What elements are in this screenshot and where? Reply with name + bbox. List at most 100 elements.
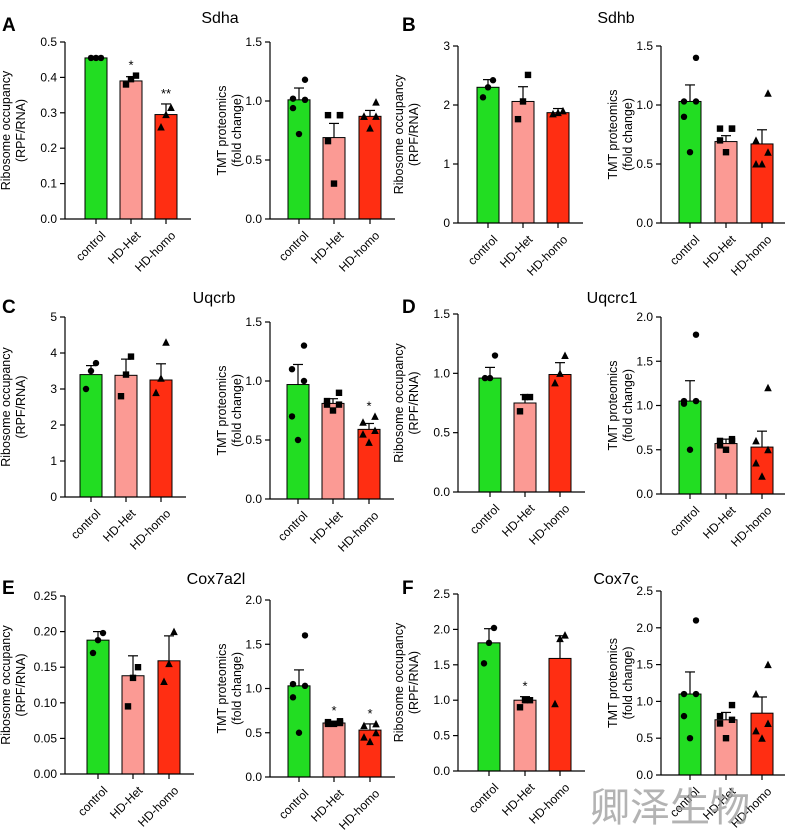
data-point-square xyxy=(716,442,724,449)
data-point-triangle xyxy=(160,677,168,685)
bar-hd-het xyxy=(513,402,537,493)
data-point-square xyxy=(323,401,331,408)
data-point-square xyxy=(716,137,724,144)
data-point-square xyxy=(519,98,527,105)
y-tick-label: 0.25 xyxy=(34,589,58,603)
category-label: control xyxy=(275,508,310,543)
data-point-triangle xyxy=(359,430,367,438)
y-tick-label: 0.15 xyxy=(34,660,58,674)
data-point-square xyxy=(122,81,130,88)
y-tick-label: 1.5 xyxy=(433,658,450,672)
y-tick-label: 0.00 xyxy=(34,767,58,781)
y-tick-label: 1 xyxy=(443,157,450,171)
data-point-square xyxy=(335,401,343,408)
data-point-triangle xyxy=(752,436,760,445)
data-point-triangle xyxy=(752,726,760,735)
y-tick-label: 0.0 xyxy=(636,768,653,782)
y-tick-label: 0.5 xyxy=(245,433,262,447)
y-tick-label: 1.5 xyxy=(433,307,450,321)
data-point-circle xyxy=(481,374,489,382)
data-point-circle xyxy=(87,367,95,375)
data-point-triangle xyxy=(372,728,380,737)
bar-hd-homo xyxy=(358,115,382,220)
bar-hd-homo xyxy=(548,374,572,493)
data-point-square xyxy=(335,389,343,396)
y-tick-label: 2 xyxy=(443,98,450,112)
bar-control xyxy=(79,374,103,498)
chart-sdha-ribosome: A Sdha***0.00.10.20.30.40.5controlHD-HetH… xyxy=(0,10,239,275)
data-point-triangle xyxy=(556,634,564,643)
y-tick-label: 1.5 xyxy=(636,658,653,672)
data-point-triangle xyxy=(764,445,772,454)
panel-letter: A xyxy=(2,15,16,36)
data-point-triangle xyxy=(170,627,178,636)
y-tick-label: 1.0 xyxy=(245,94,262,108)
y-axis-label: Ribosome occupancy xyxy=(0,625,13,745)
bar-hd-homo xyxy=(750,446,774,495)
data-point-triangle xyxy=(764,383,772,392)
data-point-square xyxy=(722,446,730,453)
y-tick-label: 3 xyxy=(443,39,450,53)
data-point-circle xyxy=(289,680,297,688)
data-point-circle xyxy=(289,694,297,701)
significance-label: * xyxy=(522,679,527,694)
y-axis-label: (fold change) xyxy=(230,374,244,447)
data-point-square xyxy=(521,393,529,401)
data-point-circle xyxy=(87,54,95,62)
y-tick-label: 1.0 xyxy=(636,694,653,708)
chart-uqcrb-ribosome: C Uqcrb012345controlHD-HetHD-homoRibosome… xyxy=(0,290,235,553)
data-point-square xyxy=(516,704,524,711)
bar-hd-homo xyxy=(149,379,173,498)
data-point-circle xyxy=(486,374,494,382)
y-axis-label: (RPF/RNA) xyxy=(407,651,421,714)
data-point-circle xyxy=(692,617,700,624)
data-point-triangle xyxy=(162,338,170,346)
y-tick-label: 1.5 xyxy=(636,39,653,53)
data-point-square xyxy=(521,697,529,704)
y-tick-label: 1.0 xyxy=(245,374,262,388)
data-point-triangle xyxy=(561,351,569,360)
data-point-triangle xyxy=(165,659,173,668)
y-tick-label: 5 xyxy=(50,310,57,324)
data-point-circle xyxy=(300,342,308,349)
data-point-circle xyxy=(686,735,694,742)
data-point-square xyxy=(526,393,534,401)
bar-hd-het xyxy=(714,719,738,776)
data-point-circle xyxy=(680,690,688,698)
y-tick-label: 0.0 xyxy=(433,485,450,499)
y-tick-label: 0.5 xyxy=(636,443,653,457)
data-point-square xyxy=(324,137,332,145)
data-point-triangle xyxy=(561,631,569,639)
data-point-circle xyxy=(300,377,308,385)
y-tick-label: 1.5 xyxy=(636,354,653,368)
data-point-triangle xyxy=(157,122,165,131)
chart-cox7a2l-ribosome: E Cox7a2l0.000.050.100.150.200.25controlH… xyxy=(0,571,245,830)
y-axis-label: (RPF/RNA) xyxy=(407,371,421,434)
data-point-triangle xyxy=(752,690,760,698)
data-point-square xyxy=(516,408,524,415)
bar-control xyxy=(84,57,108,220)
data-point-circle xyxy=(295,729,303,736)
data-point-circle xyxy=(686,149,694,156)
bar-hd-het xyxy=(121,675,145,775)
data-point-circle xyxy=(692,690,700,698)
data-point-circle xyxy=(294,436,302,444)
y-axis-label: TMT proteomics xyxy=(215,643,229,733)
data-point-square xyxy=(134,664,142,671)
y-axis-label: TMT proteomics xyxy=(215,365,229,455)
data-point-triangle xyxy=(752,459,760,467)
data-point-circle xyxy=(692,397,700,405)
data-point-square xyxy=(728,716,736,723)
data-point-circle xyxy=(491,352,499,359)
data-point-triangle xyxy=(162,110,170,119)
data-point-triangle xyxy=(551,378,559,387)
data-point-circle xyxy=(479,94,487,101)
y-axis-label: TMT proteomics xyxy=(606,360,620,450)
data-point-square xyxy=(324,718,332,726)
data-point-square xyxy=(124,703,132,710)
y-axis-label: Ribosome occupancy xyxy=(0,347,13,467)
data-point-square xyxy=(336,111,344,119)
y-tick-label: 0.3 xyxy=(40,106,57,120)
